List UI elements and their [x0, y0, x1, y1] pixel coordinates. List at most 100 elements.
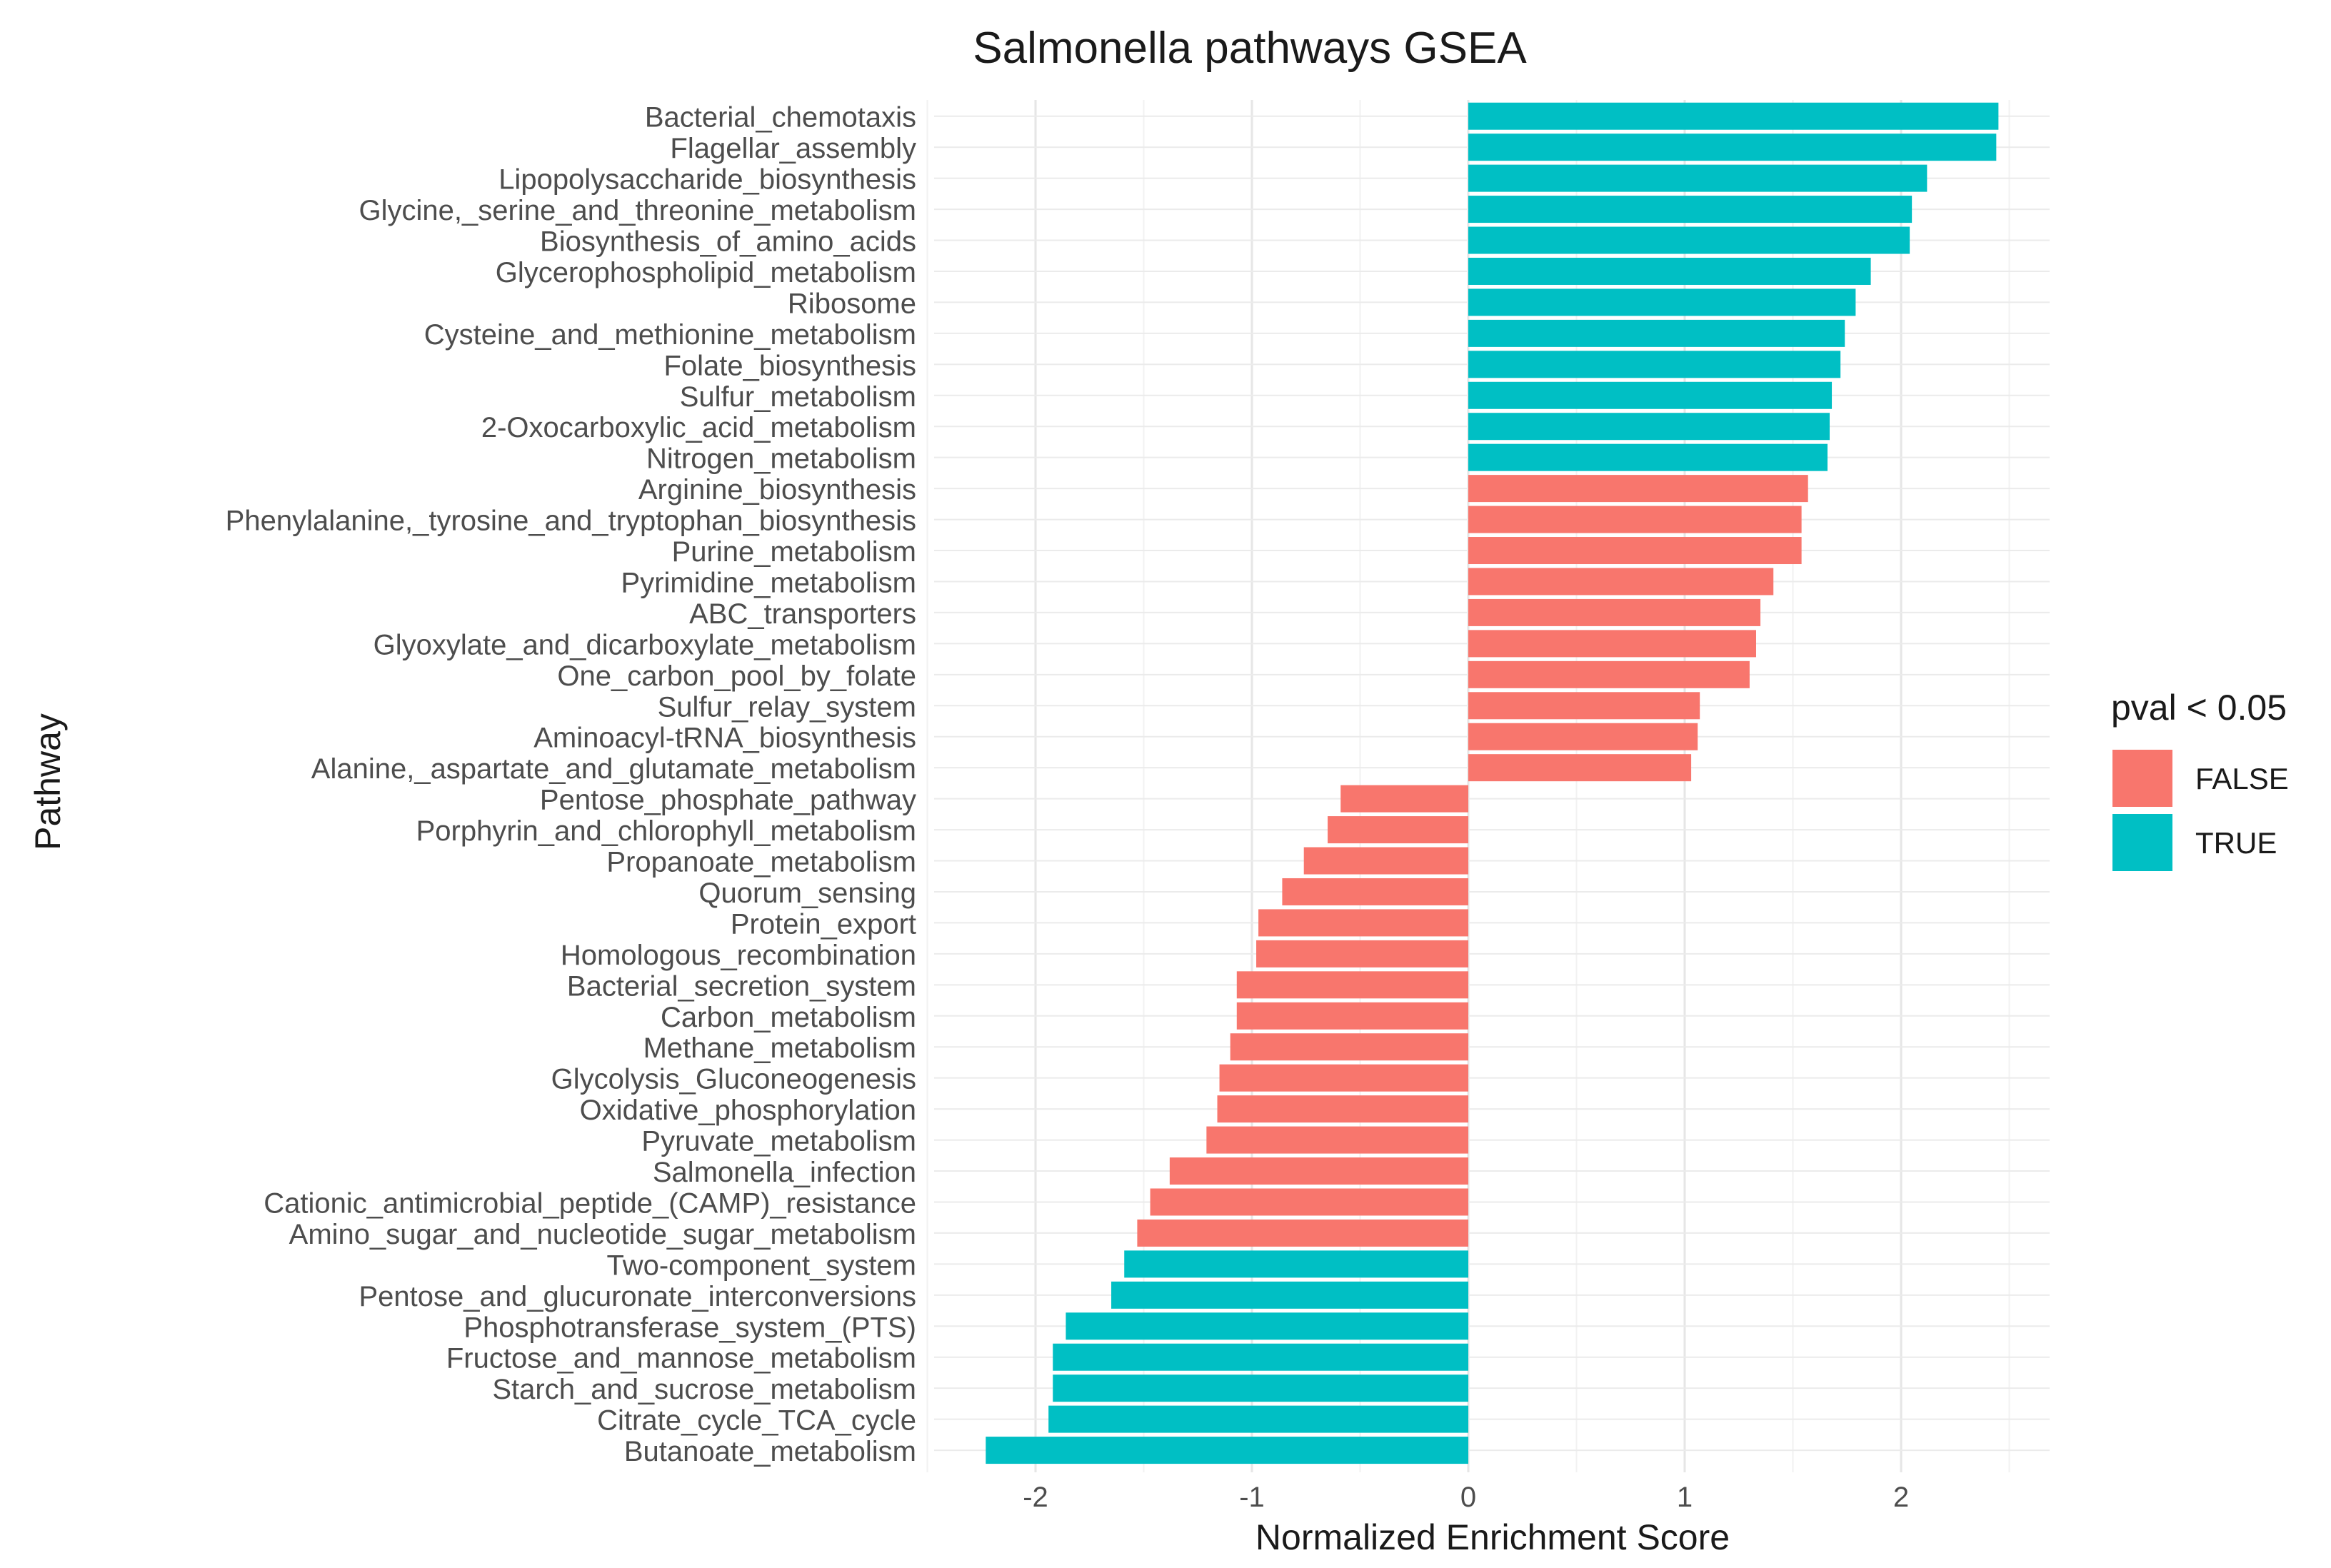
y-tick-label: Porphyrin_and_chlorophyll_metabolism — [416, 815, 916, 847]
y-tick-label: Bacterial_secretion_system — [567, 970, 916, 1002]
y-tick-label: Alanine,_aspartate_and_glutamate_metabol… — [311, 753, 916, 785]
x-tick-label: -2 — [1023, 1482, 1048, 1513]
bar-purine-metabolism — [1468, 537, 1802, 565]
bar-homologous-recombination — [1256, 940, 1468, 968]
y-tick-label: Homologous_recombination — [561, 940, 916, 971]
bar-ribosome — [1468, 288, 1856, 316]
bar-alanine-aspartate-and-glutamate-metabolism — [1468, 754, 1692, 782]
bar-glycerophospholipid-metabolism — [1468, 257, 1871, 285]
bar-starch-and-sucrose-metabolism — [1053, 1374, 1468, 1402]
bar-quorum-sensing — [1282, 878, 1468, 905]
bar-two-component-system — [1124, 1250, 1468, 1278]
y-tick-label: Glycolysis_Gluconeogenesis — [551, 1064, 916, 1095]
x-tick-label: 1 — [1677, 1482, 1693, 1513]
bar-folate-biosynthesis — [1468, 351, 1841, 378]
bar-butanoate-metabolism — [986, 1437, 1468, 1464]
y-tick-label: Nitrogen_metabolism — [646, 443, 916, 475]
y-tick-label: Sulfur_relay_system — [658, 691, 916, 723]
bar-phenylalanine-tyrosine-and-tryptophan-biosynthesis — [1468, 506, 1802, 533]
legend-label-false: FALSE — [2195, 762, 2289, 795]
bar-lipopolysaccharide-biosynthesis — [1468, 164, 1928, 192]
y-tick-labels: Bacterial_chemotaxisFlagellar_assemblyLi… — [226, 102, 916, 1467]
y-tick-label: Methane_metabolism — [643, 1032, 916, 1064]
legend-swatch-true — [2112, 814, 2172, 871]
chart-title: Salmonella pathways GSEA — [973, 24, 1527, 73]
bar-methane-metabolism — [1230, 1033, 1468, 1061]
y-tick-label: Cysteine_and_methionine_metabolism — [424, 319, 916, 351]
y-tick-label: Folate_biosynthesis — [663, 350, 916, 381]
y-tick-label: Aminoacyl-tRNA_biosynthesis — [533, 723, 916, 754]
bars — [986, 102, 1999, 1464]
bar-pyrimidine-metabolism — [1468, 568, 1774, 595]
x-tick-label: 0 — [1460, 1482, 1476, 1513]
y-tick-label: Protein_export — [731, 908, 916, 940]
y-tick-label: Pyruvate_metabolism — [641, 1126, 916, 1157]
bar-amino-sugar-and-nucleotide-sugar-metabolism — [1137, 1219, 1468, 1247]
x-axis-label: Normalized Enrichment Score — [1255, 1517, 1730, 1557]
y-tick-label: Amino_sugar_and_nucleotide_sugar_metabol… — [289, 1219, 916, 1250]
y-tick-label: Biosynthesis_of_amino_acids — [540, 226, 916, 258]
bar-propanoate-metabolism — [1303, 847, 1468, 875]
bar-pentose-and-glucuronate-interconversions — [1111, 1281, 1468, 1309]
y-tick-label: Butanoate_metabolism — [624, 1436, 916, 1467]
bar-cationic-antimicrobial-peptide-camp-resistance — [1150, 1188, 1468, 1216]
y-tick-label: Oxidative_phosphorylation — [580, 1095, 916, 1126]
y-tick-label: Propanoate_metabolism — [606, 847, 916, 878]
bar-flagellar-assembly — [1468, 134, 1997, 161]
bar-fructose-and-mannose-metabolism — [1053, 1343, 1468, 1371]
y-tick-label: 2-Oxocarboxylic_acid_metabolism — [481, 412, 916, 443]
bar-nitrogen-metabolism — [1468, 443, 1828, 471]
bar-aminoacyl-trna-biosynthesis — [1468, 723, 1698, 750]
bar-glycine-serine-and-threonine-metabolism — [1468, 196, 1913, 223]
y-tick-label: Fructose_and_mannose_metabolism — [446, 1343, 916, 1374]
y-tick-label: Glycerophospholipid_metabolism — [496, 257, 916, 288]
bar-arginine-biosynthesis — [1468, 475, 1808, 503]
bar-glycolysis-gluconeogenesis — [1219, 1064, 1468, 1092]
y-tick-label: Lipopolysaccharide_biosynthesis — [498, 164, 916, 196]
y-tick-label: Citrate_cycle_TCA_cycle — [597, 1405, 916, 1437]
y-tick-label: Salmonella_infection — [653, 1157, 916, 1188]
x-tick-label: 2 — [1893, 1482, 1909, 1513]
bar-pyruvate-metabolism — [1206, 1126, 1468, 1154]
y-tick-label: Phenylalanine,_tyrosine_and_tryptophan_b… — [226, 506, 916, 537]
y-tick-label: Sulfur_metabolism — [680, 381, 916, 413]
bar-bacterial-chemotaxis — [1468, 102, 1999, 130]
y-tick-label: Arginine_biosynthesis — [638, 474, 916, 506]
y-tick-label: Glyoxylate_and_dicarboxylate_metabolism — [374, 629, 916, 660]
y-axis-label: Pathway — [28, 713, 68, 850]
bar-sulfur-relay-system — [1468, 692, 1700, 720]
y-tick-label: Carbon_metabolism — [661, 1002, 916, 1033]
legend-title: pval < 0.05 — [2111, 688, 2287, 728]
bar-one-carbon-pool-by-folate — [1468, 660, 1750, 688]
bar-salmonella-infection — [1169, 1157, 1468, 1185]
y-tick-label: Quorum_sensing — [698, 878, 916, 909]
y-tick-label: Two-component_system — [606, 1250, 916, 1281]
bar-bacterial-secretion-system — [1236, 971, 1468, 999]
y-tick-label: ABC_transporters — [689, 598, 916, 630]
y-tick-label: Pentose_phosphate_pathway — [540, 785, 916, 816]
legend-swatch-false — [2112, 750, 2172, 807]
legend-label-true: TRUE — [2195, 826, 2277, 860]
bar-citrate-cycle-tca-cycle — [1048, 1405, 1468, 1433]
bar-porphyrin-and-chlorophyll-metabolism — [1328, 816, 1468, 844]
bar-sulfur-metabolism — [1468, 381, 1833, 409]
bar-phosphotransferase-system-pts- — [1066, 1312, 1468, 1340]
y-tick-label: Bacterial_chemotaxis — [645, 102, 916, 134]
bar-pentose-phosphate-pathway — [1340, 785, 1468, 813]
bar-glyoxylate-and-dicarboxylate-metabolism — [1468, 630, 1756, 658]
bar-cysteine-and-methionine-metabolism — [1468, 319, 1845, 347]
legend: pval < 0.05 FALSE TRUE — [2111, 688, 2289, 871]
y-tick-label: Phosphotransferase_system_(PTS) — [463, 1312, 916, 1343]
bar-abc-transporters — [1468, 598, 1761, 626]
y-tick-label: Cationic_antimicrobial_peptide_(CAMP)_re… — [264, 1187, 916, 1219]
bar-carbon-metabolism — [1236, 1002, 1468, 1030]
bar-protein-export — [1258, 909, 1468, 937]
y-tick-label: Pentose_and_glucuronate_interconversions — [359, 1281, 916, 1312]
x-tick-label: -1 — [1239, 1482, 1265, 1513]
y-tick-label: Starch_and_sucrose_metabolism — [492, 1374, 916, 1405]
bar-2-oxocarboxylic-acid-metabolism — [1468, 413, 1830, 441]
y-tick-label: Pyrimidine_metabolism — [621, 567, 916, 598]
y-tick-label: Glycine,_serine_and_threonine_metabolism — [359, 195, 916, 226]
y-tick-label: Ribosome — [788, 288, 916, 319]
